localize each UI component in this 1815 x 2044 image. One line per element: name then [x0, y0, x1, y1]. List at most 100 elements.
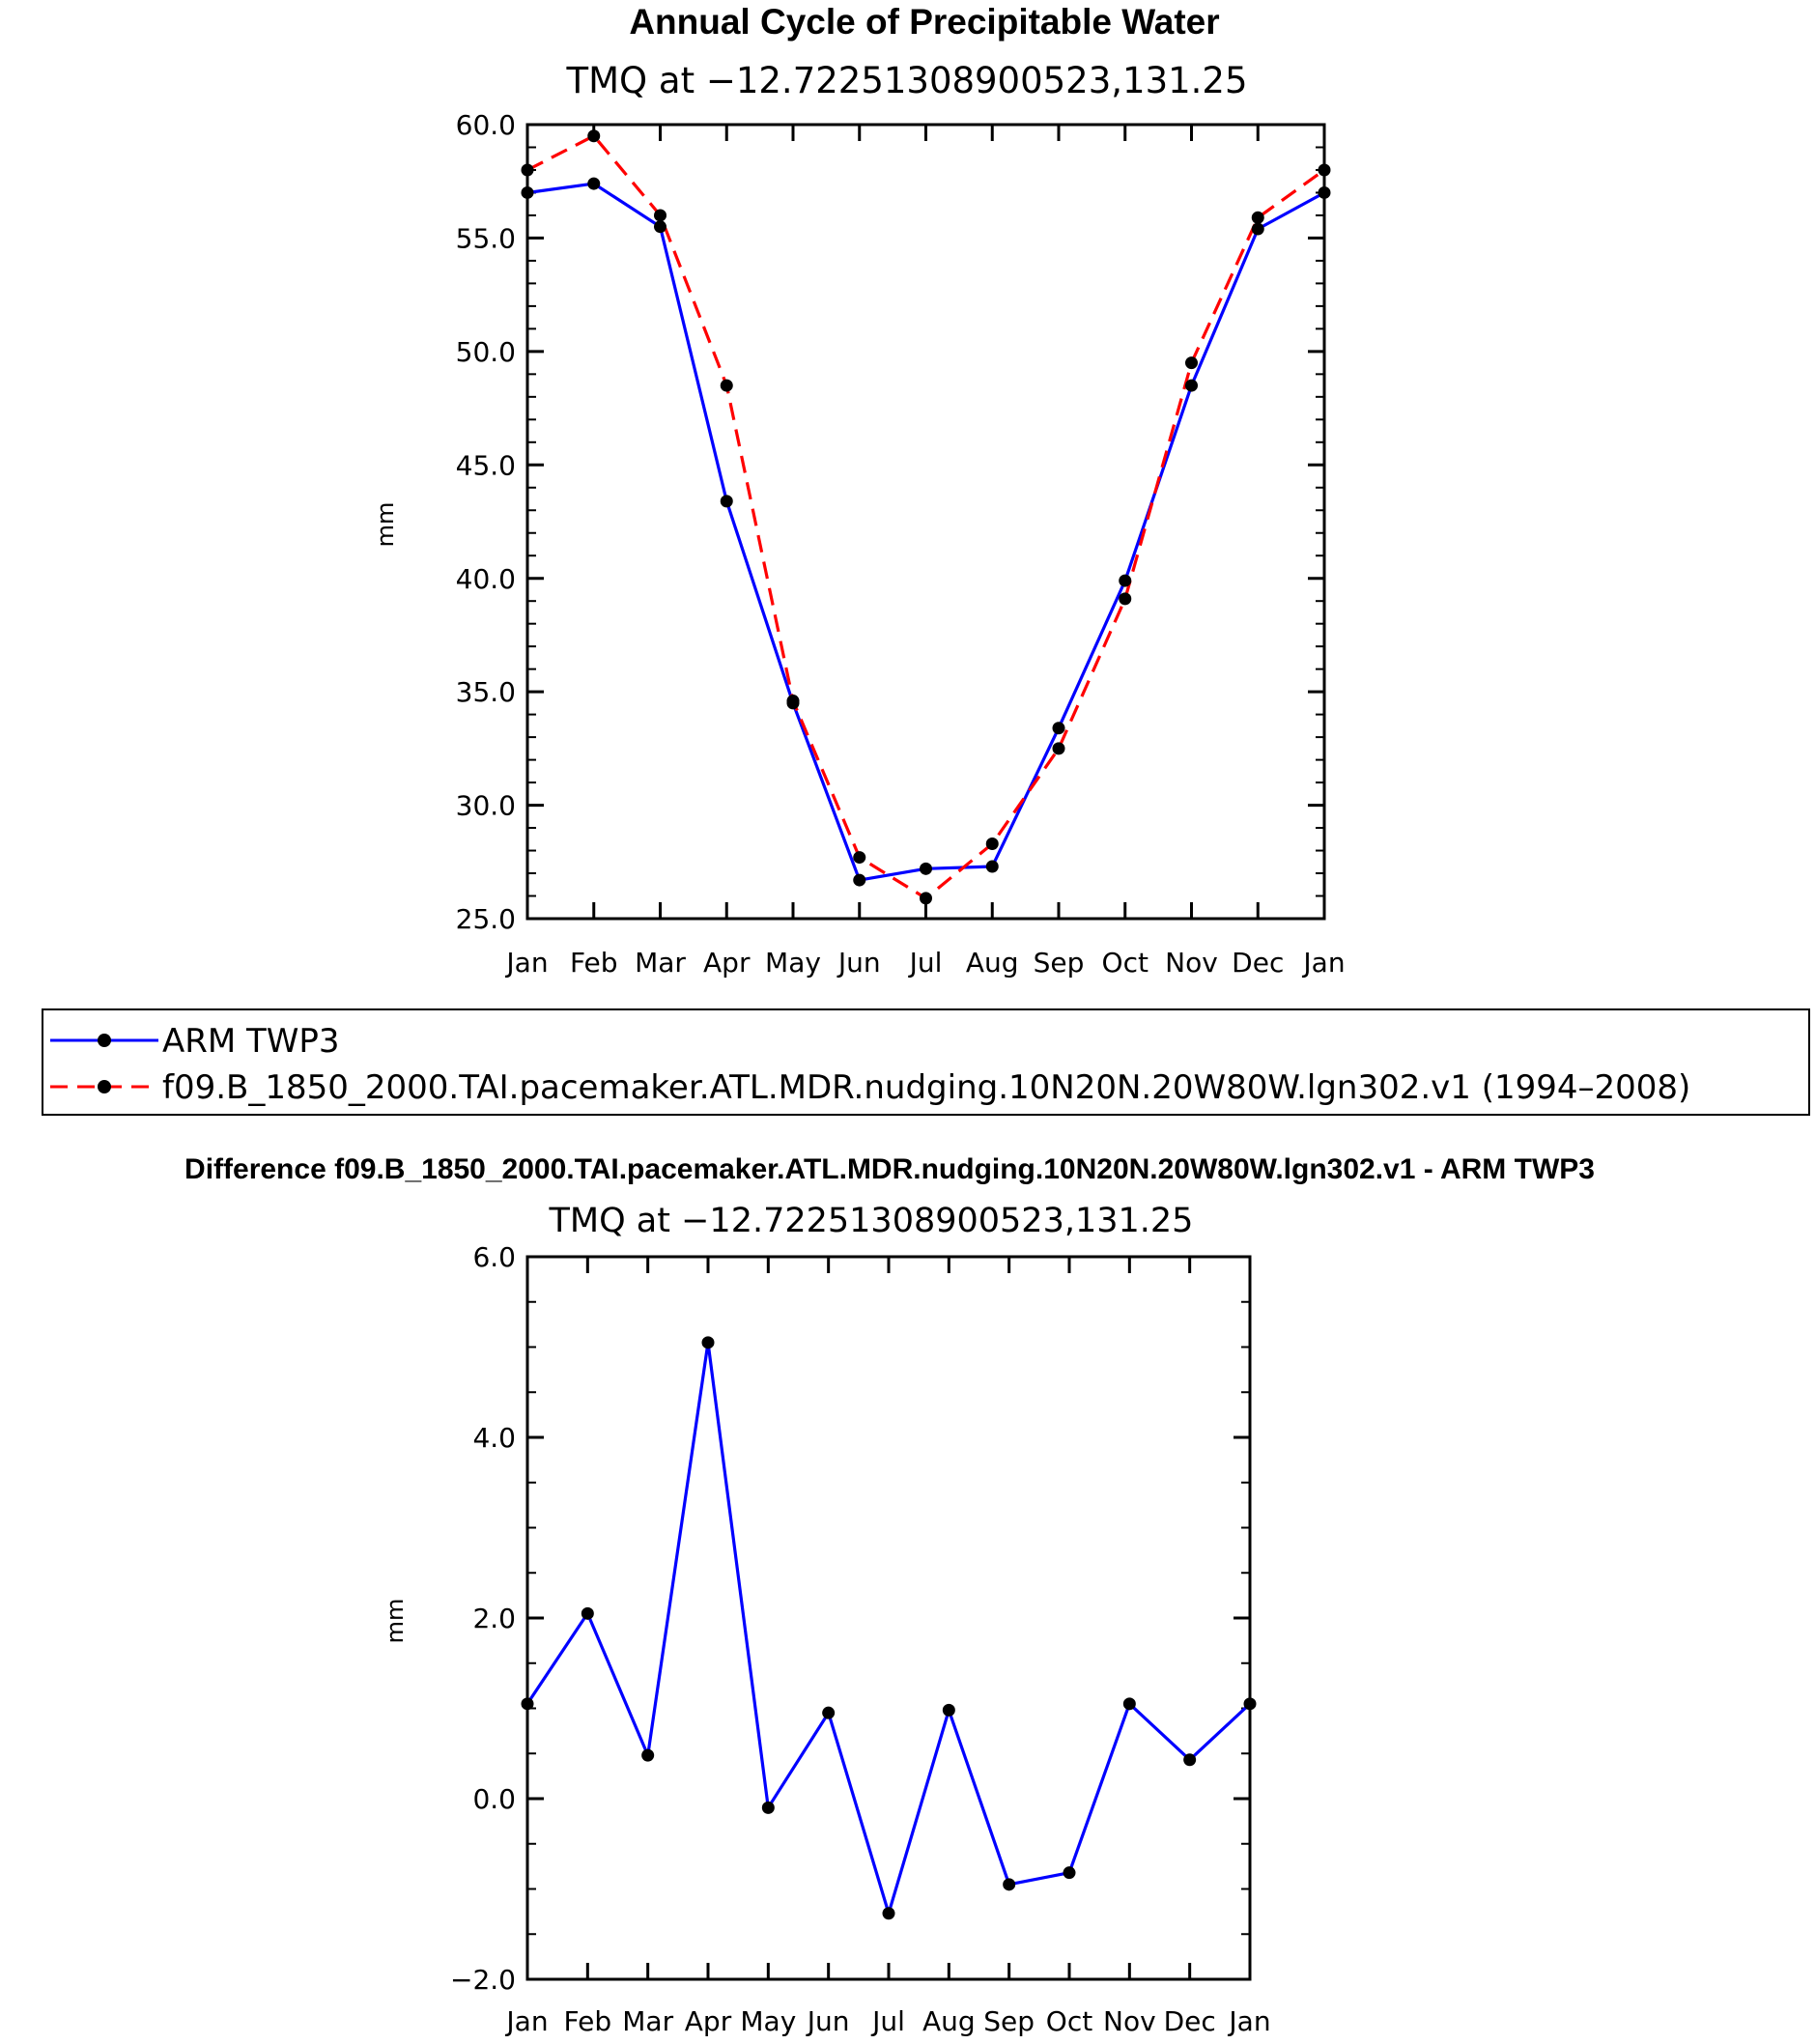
- y-tick-label: 40.0: [456, 563, 516, 595]
- chart1-plot-area: Jan Feb Mar Apr May Jun Jul Aug Sep Oct Nov Dec Jan 2…: [456, 109, 1346, 979]
- series-1-point: [521, 163, 534, 177]
- series-1-point: [1318, 163, 1331, 177]
- series-0-point: [521, 185, 534, 199]
- y-tick-label: 25.0: [456, 903, 516, 935]
- x-tick-label: Jan: [1227, 2005, 1270, 2037]
- x-tick-label: May: [765, 947, 821, 979]
- x-tick-label: Jul: [870, 2005, 905, 2037]
- x-tick-label: Apr: [685, 2005, 732, 2037]
- series-0-point: [1243, 1697, 1257, 1711]
- series-1-point: [720, 379, 733, 392]
- plot-frame: [525, 123, 1326, 921]
- legend-entry-arm: ARM TWP3: [50, 1022, 340, 1061]
- chart2-plot-area: Jan Feb Mar Apr May Jun Jul Aug Sep Oct Nov Dec Jan −…: [450, 1241, 1271, 2037]
- difference-chart: Difference f09.B_1850_2000.TAI.pacemaker…: [184, 1153, 1595, 2037]
- x-tick-label: Feb: [570, 947, 618, 979]
- chart2-title: Difference f09.B_1850_2000.TAI.pacemaker…: [184, 1153, 1595, 1185]
- x-tick-label: Nov: [1103, 2005, 1156, 2037]
- legend-label-arm: ARM TWP3: [162, 1022, 340, 1061]
- series-line-0: [526, 182, 1325, 882]
- series-0-point: [1318, 185, 1331, 199]
- series-1-point: [985, 837, 999, 850]
- legend-entry-model: f09.B_1850_2000.TAI.pacemaker.ATL.MDR.nu…: [50, 1068, 1690, 1107]
- x-tick-label: Sep: [983, 2005, 1035, 2037]
- series-1-point: [1119, 592, 1132, 606]
- y-tick-label: −2.0: [450, 1964, 516, 1996]
- series-0-point: [1003, 1878, 1016, 1891]
- series-0-point: [942, 1703, 955, 1717]
- series-0-point: [1063, 1866, 1076, 1880]
- x-tick-label: Oct: [1102, 947, 1149, 979]
- series-0-point: [822, 1706, 836, 1719]
- y-tick-label: 2.0: [472, 1603, 516, 1634]
- series-0-point: [521, 1697, 534, 1711]
- y-tick-label: 0.0: [472, 1783, 516, 1815]
- x-tick-label: Aug: [966, 947, 1019, 979]
- series-1-point: [1052, 742, 1065, 755]
- series-1-point: [920, 892, 932, 905]
- x-tick-label: Jan: [504, 2005, 548, 2037]
- series-0-point: [1119, 574, 1132, 587]
- plot-frame: [525, 1255, 1252, 1981]
- x-tick-label: Feb: [564, 2005, 612, 2037]
- series-0-point: [587, 177, 601, 190]
- x-tick-label: Jan: [1301, 947, 1345, 979]
- series-0-point: [1122, 1697, 1136, 1711]
- series-0-point: [1185, 379, 1198, 392]
- x-tick-label: Jul: [908, 947, 943, 979]
- y-tick-label: 6.0: [472, 1241, 516, 1273]
- series-0-point: [1183, 1753, 1197, 1767]
- chart1-subtitle: TMQ at −12.72251308900523,131.25: [566, 60, 1248, 101]
- legend-marker-arm: [98, 1034, 111, 1047]
- x-tick-label: Dec: [1164, 2005, 1216, 2037]
- x-tick-label: Mar: [622, 2005, 673, 2037]
- x-tick-label: Dec: [1232, 947, 1284, 979]
- y-tick-label: 45.0: [456, 449, 516, 481]
- y-tick-label: 4.0: [472, 1422, 516, 1454]
- series-0-point: [1052, 722, 1065, 735]
- x-tick-label: Jun: [806, 2005, 850, 2037]
- x-tick-label: May: [740, 2005, 796, 2037]
- y-tick-label: 50.0: [456, 336, 516, 368]
- series-0-point: [720, 495, 733, 508]
- x-tick-label: Mar: [635, 947, 686, 979]
- x-tick-label: Oct: [1046, 2005, 1092, 2037]
- series-0-point: [1251, 222, 1264, 236]
- y-tick-label: 60.0: [456, 109, 516, 141]
- legend-box: [42, 1008, 1810, 1116]
- chart2-subtitle: TMQ at −12.72251308900523,131.25: [549, 1202, 1194, 1240]
- series-0-point: [985, 860, 999, 873]
- series-0-point: [853, 873, 866, 887]
- series-1-point: [1185, 356, 1198, 370]
- y-tick-label: 35.0: [456, 676, 516, 708]
- chart2-ylabel: mm: [382, 1599, 409, 1644]
- x-tick-label: Aug: [922, 2005, 976, 2037]
- x-tick-label: Apr: [703, 947, 751, 979]
- legend-label-model: f09.B_1850_2000.TAI.pacemaker.ATL.MDR.nu…: [162, 1068, 1690, 1107]
- chart1-ylabel: mm: [372, 502, 399, 548]
- legend: ARM TWP3 f09.B_1850_2000.TAI.pacemaker.A…: [42, 1008, 1810, 1116]
- x-tick-label: Sep: [1034, 947, 1085, 979]
- series-line-1: [526, 134, 1325, 900]
- y-tick-label: 55.0: [456, 223, 516, 255]
- series-0-point: [882, 1907, 895, 1920]
- series-0-point: [641, 1748, 655, 1762]
- series-1-point: [587, 129, 601, 143]
- series-0-point: [581, 1606, 594, 1620]
- annual-cycle-chart: Annual Cycle of Precipitable Water TMQ a…: [372, 2, 1346, 979]
- series-0-point: [920, 862, 932, 875]
- series-line-0: [525, 1341, 1252, 1916]
- series-1-point: [654, 209, 666, 222]
- chart1-title: Annual Cycle of Precipitable Water: [629, 2, 1219, 42]
- legend-marker-model: [98, 1080, 111, 1093]
- series-0-point: [761, 1801, 775, 1814]
- series-0-point: [701, 1336, 715, 1349]
- series-0-point: [654, 220, 666, 234]
- y-tick-label: 30.0: [456, 790, 516, 822]
- x-tick-label: Nov: [1165, 947, 1218, 979]
- x-tick-label: Jun: [837, 947, 881, 979]
- series-1-point: [1251, 211, 1264, 224]
- series-1-point: [786, 695, 800, 708]
- x-tick-label: Jan: [504, 947, 548, 979]
